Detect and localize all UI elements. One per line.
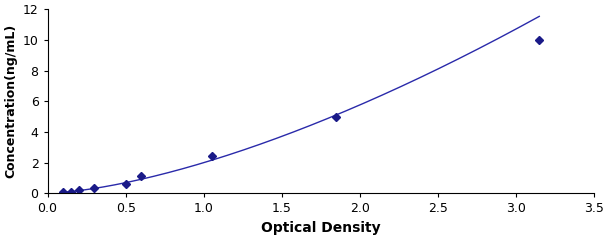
X-axis label: Optical Density: Optical Density	[261, 221, 381, 235]
Y-axis label: Concentration(ng/mL): Concentration(ng/mL)	[4, 24, 17, 178]
